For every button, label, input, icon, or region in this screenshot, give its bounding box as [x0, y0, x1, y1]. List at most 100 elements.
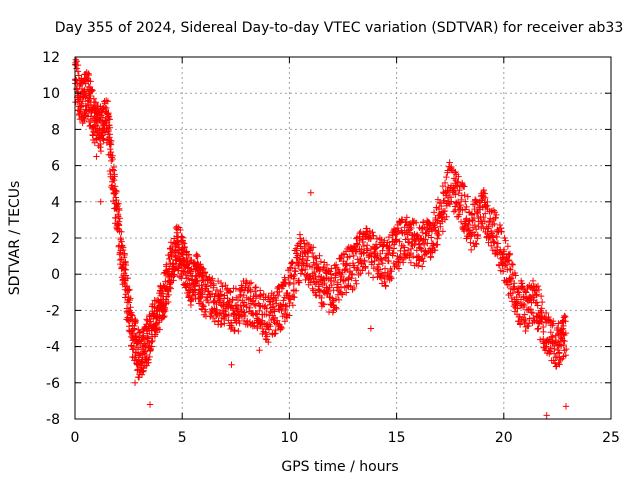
data-point	[506, 251, 513, 259]
data-point	[376, 266, 384, 273]
data-point	[209, 275, 216, 282]
data-point	[332, 304, 339, 311]
data-point	[110, 167, 118, 174]
data-point	[249, 298, 257, 305]
data-point	[443, 213, 450, 220]
data-point	[443, 173, 450, 181]
data-point	[111, 183, 119, 190]
x-tick-label: 15	[388, 430, 406, 446]
x-axis-label: GPS time / hours	[281, 459, 398, 475]
data-point	[119, 244, 127, 251]
data-point	[403, 214, 411, 221]
y-tick-label: 0	[51, 267, 60, 283]
data-point	[121, 251, 128, 259]
data-point	[450, 208, 458, 215]
data-point	[455, 173, 462, 180]
data-point	[328, 281, 335, 289]
data-point	[282, 306, 289, 314]
data-point	[81, 86, 88, 94]
data-point	[176, 255, 184, 262]
data-point	[171, 271, 178, 279]
data-point	[147, 318, 154, 325]
data-point	[521, 311, 528, 318]
data-point	[512, 272, 519, 279]
data-point	[365, 269, 372, 277]
data-point	[373, 235, 381, 243]
data-point	[446, 159, 453, 166]
data-point	[412, 219, 420, 226]
data-point	[294, 260, 302, 268]
data-point	[441, 207, 449, 215]
data-point	[474, 232, 481, 240]
data-point	[252, 283, 260, 291]
data-point	[94, 122, 101, 130]
data-point	[417, 225, 425, 233]
data-point	[349, 286, 356, 293]
data-point	[485, 218, 493, 226]
data-point	[468, 232, 475, 240]
data-point	[74, 68, 82, 75]
data-point	[274, 292, 282, 300]
data-point	[187, 268, 194, 275]
data-point	[556, 341, 563, 348]
data-point	[516, 313, 524, 320]
data-point	[355, 266, 362, 274]
data-point	[458, 192, 466, 199]
x-tick-label: 10	[280, 430, 298, 446]
data-point	[563, 345, 570, 353]
data-point	[399, 242, 407, 250]
data-point	[353, 240, 360, 247]
data-point	[233, 319, 240, 326]
data-point	[167, 285, 174, 292]
y-tick-label: -2	[46, 303, 60, 319]
data-point	[114, 225, 122, 232]
data-point	[105, 121, 113, 129]
data-point	[458, 196, 465, 204]
data-point	[193, 251, 200, 258]
data-point	[481, 194, 489, 201]
data-point	[201, 268, 209, 276]
data-point	[312, 273, 319, 281]
data-point	[122, 258, 129, 265]
data-point	[276, 288, 283, 296]
data-point	[480, 186, 488, 194]
data-point	[170, 277, 177, 284]
data-point	[479, 195, 486, 203]
data-point	[219, 283, 226, 290]
data-point	[514, 305, 521, 312]
data-point	[124, 275, 131, 282]
data-point	[461, 191, 468, 199]
data-point	[111, 190, 119, 197]
data-point	[291, 294, 298, 301]
data-point	[497, 225, 505, 232]
data-point	[292, 287, 300, 295]
data-point	[398, 229, 406, 236]
data-point	[560, 322, 567, 330]
data-point	[386, 242, 393, 250]
data-point	[256, 347, 263, 354]
data-point	[547, 329, 555, 336]
data-point	[385, 251, 392, 258]
data-point	[129, 312, 136, 319]
data-point	[526, 296, 534, 303]
data-point	[185, 251, 193, 259]
data-point	[146, 353, 153, 361]
data-point	[558, 326, 565, 333]
data-point	[461, 183, 468, 190]
data-point	[464, 193, 471, 200]
data-point	[415, 262, 422, 269]
data-point	[362, 264, 369, 272]
data-point	[334, 281, 341, 288]
data-point	[427, 253, 435, 260]
data-point	[234, 296, 242, 304]
y-tick-label: 10	[42, 86, 60, 102]
data-point	[416, 240, 423, 247]
data-point	[408, 224, 415, 232]
data-point	[225, 299, 232, 306]
data-point	[526, 315, 533, 322]
data-point	[388, 275, 395, 282]
data-point	[252, 284, 259, 291]
data-point	[232, 285, 240, 292]
data-point	[332, 274, 339, 281]
data-point	[161, 312, 168, 320]
